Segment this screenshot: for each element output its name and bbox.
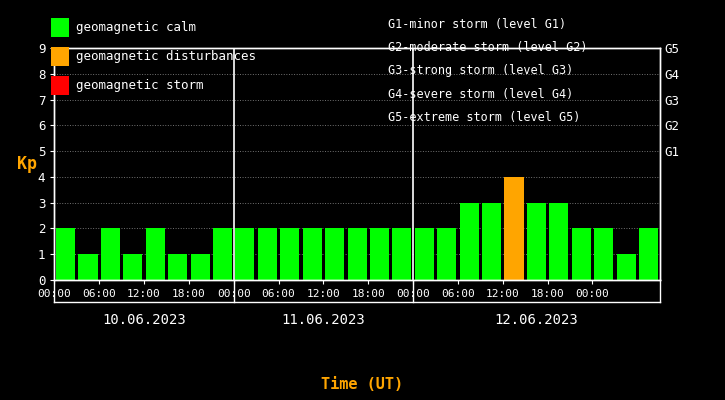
Bar bbox=[236, 228, 254, 280]
Bar bbox=[370, 228, 389, 280]
Text: G1-minor storm (level G1): G1-minor storm (level G1) bbox=[388, 18, 566, 31]
Text: geomagnetic calm: geomagnetic calm bbox=[76, 21, 196, 34]
Text: G5-extreme storm (level G5): G5-extreme storm (level G5) bbox=[388, 111, 580, 124]
Bar bbox=[527, 203, 546, 280]
Bar bbox=[347, 228, 367, 280]
Bar bbox=[258, 228, 277, 280]
Bar bbox=[616, 254, 636, 280]
Bar bbox=[572, 228, 591, 280]
Bar bbox=[460, 203, 479, 280]
Bar bbox=[325, 228, 344, 280]
Text: geomagnetic storm: geomagnetic storm bbox=[76, 79, 204, 92]
Text: 10.06.2023: 10.06.2023 bbox=[102, 313, 186, 327]
Bar bbox=[168, 254, 187, 280]
Bar bbox=[415, 228, 434, 280]
Text: G3-strong storm (level G3): G3-strong storm (level G3) bbox=[388, 64, 573, 78]
Bar bbox=[505, 177, 523, 280]
Bar bbox=[146, 228, 165, 280]
Y-axis label: Kp: Kp bbox=[17, 155, 37, 173]
Bar bbox=[123, 254, 142, 280]
Bar bbox=[191, 254, 210, 280]
Bar bbox=[437, 228, 456, 280]
Bar bbox=[594, 228, 613, 280]
Bar bbox=[213, 228, 232, 280]
Text: Time (UT): Time (UT) bbox=[321, 377, 404, 392]
Bar bbox=[281, 228, 299, 280]
Bar bbox=[101, 228, 120, 280]
Bar bbox=[550, 203, 568, 280]
Bar bbox=[639, 228, 658, 280]
Bar bbox=[56, 228, 75, 280]
Text: G2-moderate storm (level G2): G2-moderate storm (level G2) bbox=[388, 41, 587, 54]
Text: G4-severe storm (level G4): G4-severe storm (level G4) bbox=[388, 88, 573, 101]
Text: 12.06.2023: 12.06.2023 bbox=[494, 313, 579, 327]
Bar bbox=[392, 228, 411, 280]
Bar bbox=[482, 203, 501, 280]
Text: geomagnetic disturbances: geomagnetic disturbances bbox=[76, 50, 256, 63]
Text: 11.06.2023: 11.06.2023 bbox=[281, 313, 365, 327]
Bar bbox=[78, 254, 98, 280]
Bar bbox=[303, 228, 322, 280]
